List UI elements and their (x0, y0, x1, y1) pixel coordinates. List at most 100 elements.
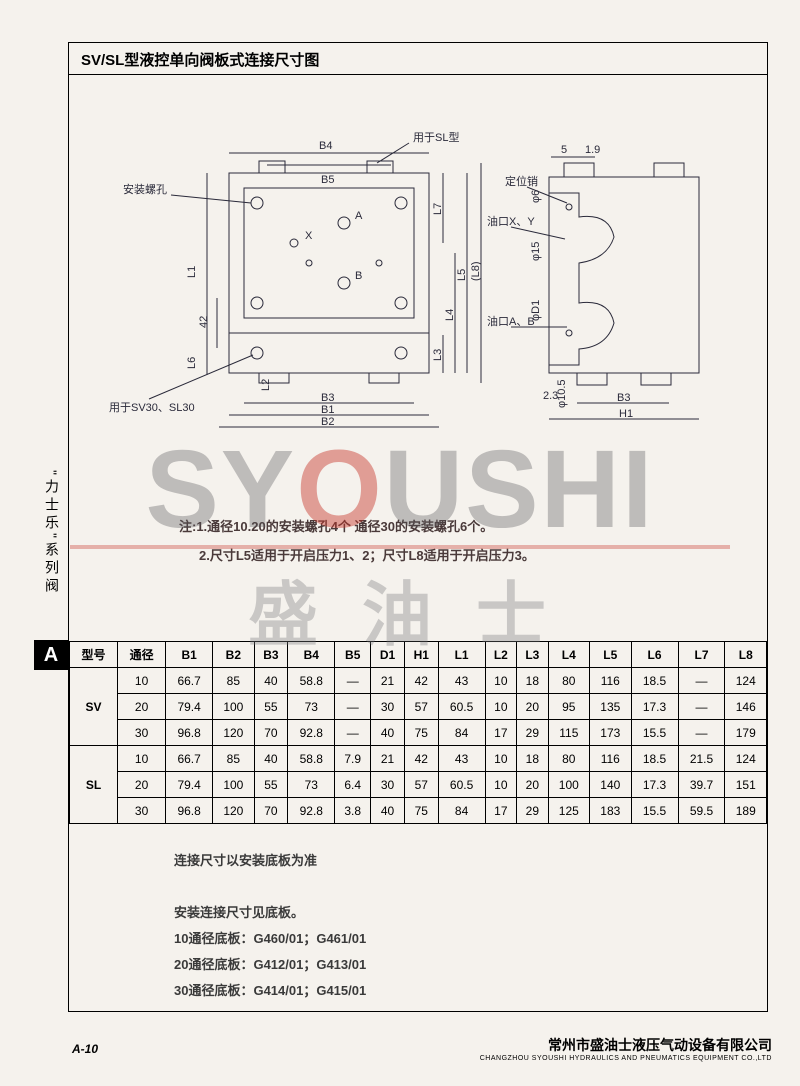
table-cell: 58.8 (288, 668, 335, 694)
table-row: 2079.41005573—305760.510209513517.3—146 (70, 694, 767, 720)
table-cell: 40 (371, 798, 405, 824)
svg-text:L7: L7 (432, 203, 444, 215)
table-header: L7 (678, 642, 725, 668)
table-cell: 84 (438, 720, 485, 746)
svg-text:B1: B1 (321, 404, 334, 416)
table-cell: 55 (254, 694, 288, 720)
table-cell: 21.5 (678, 746, 725, 772)
table-header: B3 (254, 642, 288, 668)
table-cell: 66.7 (166, 746, 213, 772)
model-cell: SL (70, 746, 118, 824)
table-cell: 75 (404, 720, 438, 746)
table-cell: 20 (517, 694, 549, 720)
table-row: SL1066.7854058.87.921424310188011618.521… (70, 746, 767, 772)
table-cell: 18 (517, 746, 549, 772)
footnote-2: 10通径底板：G460/01；G461/01 (174, 926, 366, 952)
table-cell: 120 (213, 720, 254, 746)
svg-text:B3: B3 (617, 392, 630, 404)
table-cell: 6.4 (335, 772, 371, 798)
svg-text:2.3: 2.3 (543, 390, 558, 402)
table-cell: 116 (590, 746, 631, 772)
footnote-4: 30通径底板：G414/01；G415/01 (174, 978, 366, 1004)
table-cell: 7.9 (335, 746, 371, 772)
svg-text:L5: L5 (456, 269, 468, 281)
page-frame: SV/SL型液控单向阀板式连接尺寸图 X A B B4 B5 L1 42 L6 (68, 42, 768, 1012)
table-cell: 124 (725, 746, 767, 772)
table-header: L2 (485, 642, 517, 668)
table-cell: 115 (548, 720, 589, 746)
table-cell: 151 (725, 772, 767, 798)
model-cell: SV (70, 668, 118, 746)
svg-text:用于SV30、SL30: 用于SV30、SL30 (109, 402, 195, 414)
table-cell: 96.8 (166, 720, 213, 746)
footer-notes: 连接尺寸以安装底板为准 安装连接尺寸见底板。 10通径底板：G460/01；G4… (174, 848, 366, 1004)
table-cell: 55 (254, 772, 288, 798)
table-cell: 60.5 (438, 772, 485, 798)
table-cell: 146 (725, 694, 767, 720)
table-cell: 80 (548, 668, 589, 694)
table-header: L1 (438, 642, 485, 668)
table-cell: 92.8 (288, 798, 335, 824)
diagram-notes: 注:1.通径10.20的安装螺孔4个 通径30的安装螺孔6个。 2.尺寸L5适用… (179, 513, 535, 570)
table-cell: — (678, 720, 725, 746)
svg-text:油口A、B: 油口A、B (487, 314, 535, 328)
table-cell: 70 (254, 720, 288, 746)
table-cell: — (678, 668, 725, 694)
table-header: B4 (288, 642, 335, 668)
table-header: B5 (335, 642, 371, 668)
table-cell: 29 (517, 798, 549, 824)
svg-text:油口X、Y: 油口X、Y (487, 214, 535, 228)
table-cell: 10 (118, 746, 166, 772)
note-line-2: 2.尺寸L5适用于开启压力1、2；尺寸L8适用于开启压力3。 (179, 542, 535, 571)
table-cell: 30 (118, 798, 166, 824)
table-cell: 20 (517, 772, 549, 798)
table-cell: 84 (438, 798, 485, 824)
svg-text:B4: B4 (319, 140, 332, 152)
table-cell: 70 (254, 798, 288, 824)
table-cell: 17.3 (631, 772, 678, 798)
table-cell: 20 (118, 694, 166, 720)
table-cell: 85 (213, 746, 254, 772)
table-cell: 66.7 (166, 668, 213, 694)
table-header: B2 (213, 642, 254, 668)
table-cell: 10 (485, 668, 517, 694)
table-cell: 43 (438, 668, 485, 694)
table-cell: 79.4 (166, 772, 213, 798)
table-cell: 29 (517, 720, 549, 746)
table-cell: — (335, 720, 371, 746)
table-cell: 17 (485, 720, 517, 746)
table-row: 3096.81207092.8—407584172911517315.5—179 (70, 720, 767, 746)
table-cell: 40 (254, 668, 288, 694)
table-cell: 15.5 (631, 720, 678, 746)
table-cell: 21 (371, 668, 405, 694)
table-cell: 58.8 (288, 746, 335, 772)
table-cell: 116 (590, 668, 631, 694)
footnote-1: 安装连接尺寸见底板。 (174, 900, 366, 926)
dimension-diagram: X A B B4 B5 L1 42 L6 L2 B3 B1 B2 L3 L4 L… (109, 103, 729, 483)
table-cell: 80 (548, 746, 589, 772)
table-header: H1 (404, 642, 438, 668)
table-cell: 100 (213, 694, 254, 720)
table-cell: 30 (118, 720, 166, 746)
svg-text:L1: L1 (186, 266, 198, 278)
table-cell: 125 (548, 798, 589, 824)
dimensions-table: 型号通径B1B2B3B4B5D1H1L1L2L3L4L5L6L7L8SV1066… (69, 641, 767, 824)
page-number: A-10 (72, 1042, 98, 1056)
table-cell: 189 (725, 798, 767, 824)
table-cell: 10 (118, 668, 166, 694)
table-cell: 10 (485, 694, 517, 720)
table-cell: 95 (548, 694, 589, 720)
table-header: L6 (631, 642, 678, 668)
table-cell: 18.5 (631, 746, 678, 772)
table-cell: 18.5 (631, 668, 678, 694)
svg-text:H1: H1 (619, 408, 633, 420)
company-footer: 常州市盛油士液压气动设备有限公司 CHANGZHOU SYOUSHI HYDRA… (480, 1035, 772, 1062)
svg-text:B5: B5 (321, 174, 334, 186)
table-cell: 30 (371, 772, 405, 798)
table-cell: 21 (371, 746, 405, 772)
section-tab: A (34, 640, 68, 670)
table-cell: 73 (288, 694, 335, 720)
table-cell: 10 (485, 746, 517, 772)
table-row: 3096.81207092.83.8407584172912518315.559… (70, 798, 767, 824)
table-cell: 60.5 (438, 694, 485, 720)
